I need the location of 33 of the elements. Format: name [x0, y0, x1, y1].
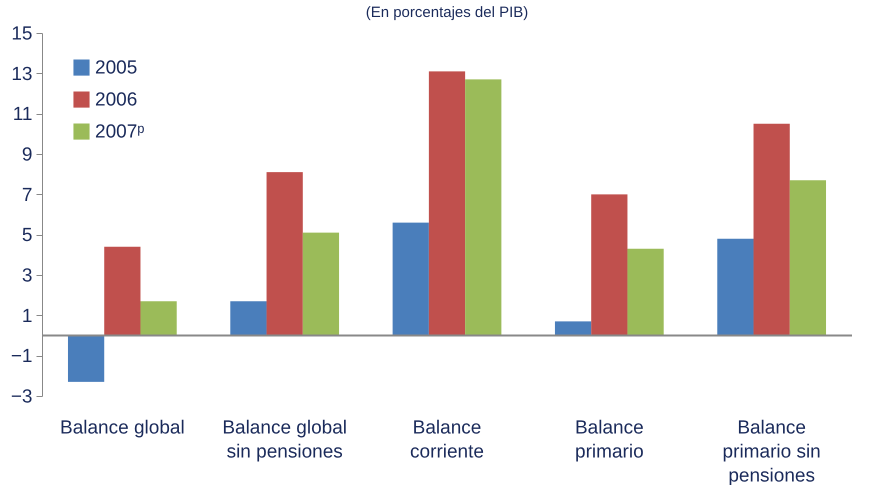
bar: [627, 248, 664, 336]
bar: [392, 222, 429, 336]
bar: [717, 238, 754, 336]
y-tick-label: −1: [10, 346, 32, 368]
x-tick-label: Balance primario: [574, 418, 644, 462]
legend-label: 2005: [95, 58, 138, 78]
x-tick-label: Balance corriente: [410, 418, 484, 462]
y-tick-label: 13: [11, 64, 32, 85]
chart-subtitle: (En porcentajes del PIB): [366, 4, 528, 21]
y-tick-label: 3: [22, 266, 32, 286]
y-tick-label: 7: [22, 184, 32, 206]
x-tick-label: Balance global: [60, 418, 185, 438]
bar: [266, 172, 303, 336]
y-tick-label: −3: [10, 386, 32, 408]
bar: [790, 180, 826, 336]
bar: [104, 246, 140, 336]
bar: [428, 71, 466, 336]
y-tick-label: 9: [22, 144, 32, 166]
y-tick-label: 1: [22, 306, 32, 327]
bar: [68, 336, 104, 382]
legend-label: 2007ᵖ: [95, 122, 144, 142]
bar: [230, 301, 267, 336]
y-tick-label: 15: [11, 24, 32, 44]
bar: [302, 232, 340, 336]
bar: [591, 194, 628, 336]
bar: [754, 124, 790, 336]
legend-label: 2006: [95, 90, 138, 110]
y-tick-label: 11: [12, 104, 32, 126]
x-tick-label: Balance global sin pensiones: [222, 418, 348, 462]
y-tick-label: 5: [22, 225, 32, 246]
bar: [140, 301, 177, 336]
bar: [465, 79, 502, 336]
bar: [554, 321, 592, 336]
